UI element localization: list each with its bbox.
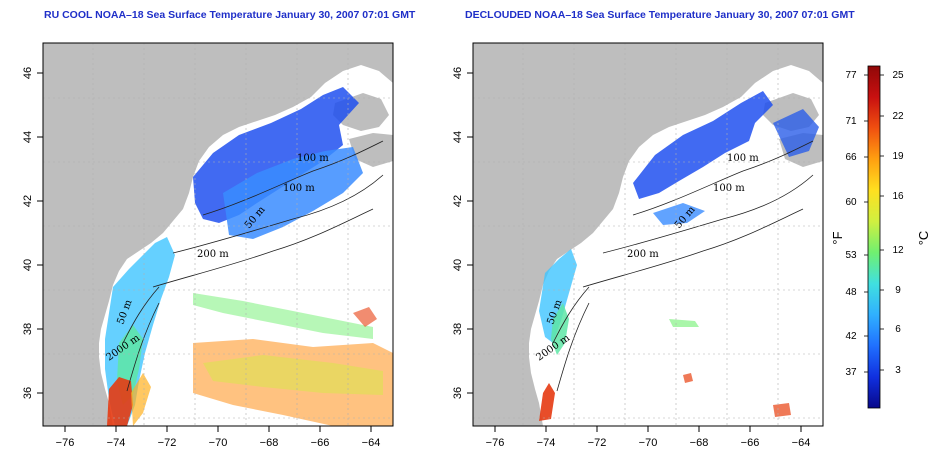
x-tick-label: −68 <box>690 437 709 449</box>
x-tick-label: −70 <box>209 437 228 449</box>
left-map-title: RU COOL NOAA–18 Sea Surface Temperature … <box>44 9 416 21</box>
colorbar-f-label: 48 <box>845 287 857 298</box>
x-tick-label: −66 <box>311 437 330 449</box>
y-tick-label: 38 <box>452 323 464 335</box>
y-tick-label: 40 <box>452 259 464 271</box>
colorbar-c-label: 22 <box>892 111 904 122</box>
left-axis-ticks: −76 −74 −72 −70 −68 −66 −64 36 38 40 42 44 46 <box>22 67 380 449</box>
temperature-colorbar: 77 71 66 60 53 48 42 37 25 22 19 16 12 9 6 3 °F °C <box>830 65 931 409</box>
colorbar-c-label: 3 <box>895 365 901 376</box>
y-tick-label: 36 <box>22 387 34 399</box>
y-tick-label: 44 <box>452 131 464 143</box>
colorbar-f-label: 53 <box>845 250 857 261</box>
right-map-panel: 100 m 100 m 50 m 200 m 50 m 2000 m −76 −7… <box>452 42 824 449</box>
y-tick-label: 38 <box>22 323 34 335</box>
fahrenheit-unit-label: °F <box>830 231 845 244</box>
y-tick-label: 46 <box>22 67 34 79</box>
contour-label-100m-south: 100 m <box>283 183 315 194</box>
colorbar-c-label: 16 <box>892 191 904 202</box>
y-tick-label: 42 <box>452 195 464 207</box>
colorbar-f-label: 66 <box>845 152 857 163</box>
colorbar-ticks: 77 71 66 60 53 48 42 37 25 22 19 16 12 9 6 3 <box>845 70 904 378</box>
colorbar-c-label: 25 <box>892 70 904 81</box>
y-tick-label: 40 <box>22 259 34 271</box>
grid-lines <box>43 43 393 426</box>
colorbar-f-label: 60 <box>845 197 857 208</box>
x-tick-label: −70 <box>639 437 658 449</box>
contour-label-200m: 200 m <box>197 249 229 260</box>
x-tick-label: −68 <box>260 437 279 449</box>
sst-overlay <box>539 91 819 421</box>
bathymetry-contours <box>122 140 384 392</box>
x-tick-label: −76 <box>56 437 75 449</box>
contour-label-200m: 200 m <box>627 249 659 260</box>
colorbar-f-label: 42 <box>845 331 857 342</box>
x-tick-label: −76 <box>486 437 505 449</box>
x-tick-label: −72 <box>158 437 177 449</box>
x-tick-label: −72 <box>588 437 607 449</box>
y-tick-label: 36 <box>452 387 464 399</box>
y-tick-label: 44 <box>22 131 34 143</box>
y-tick-label: 46 <box>452 67 464 79</box>
colorbar-c-label: 19 <box>892 151 904 162</box>
right-map-title: DECLOUDED NOAA–18 Sea Surface Temperatur… <box>465 9 855 21</box>
x-tick-label: −74 <box>537 437 556 449</box>
contour-label-100m-north: 100 m <box>727 153 759 164</box>
x-tick-label: −64 <box>362 437 381 449</box>
grid-lines <box>473 43 823 426</box>
colorbar-f-label: 77 <box>845 70 857 81</box>
x-tick-label: −64 <box>792 437 811 449</box>
y-tick-label: 42 <box>22 195 34 207</box>
colorbar-c-label: 6 <box>895 324 901 335</box>
colorbar-c-label: 12 <box>892 245 904 256</box>
left-map-panel: 100 m 100 m 50 m 200 m 50 m 2000 m −76 −7… <box>22 42 394 449</box>
right-axis-ticks: −76 −74 −72 −70 −68 −66 −64 36 38 40 42 44 46 <box>452 67 810 449</box>
colorbar-c-label: 9 <box>895 285 901 296</box>
contour-label-100m-north: 100 m <box>297 153 329 164</box>
sst-overlay <box>105 87 393 426</box>
colorbar-f-label: 37 <box>845 367 857 378</box>
x-tick-label: −74 <box>107 437 126 449</box>
colorbar-gradient <box>867 65 881 409</box>
x-tick-label: −66 <box>741 437 760 449</box>
contour-label-100m-south: 100 m <box>713 183 745 194</box>
bathymetry-contours <box>552 140 814 392</box>
celsius-unit-label: °C <box>916 231 931 246</box>
colorbar-f-label: 71 <box>845 116 857 127</box>
